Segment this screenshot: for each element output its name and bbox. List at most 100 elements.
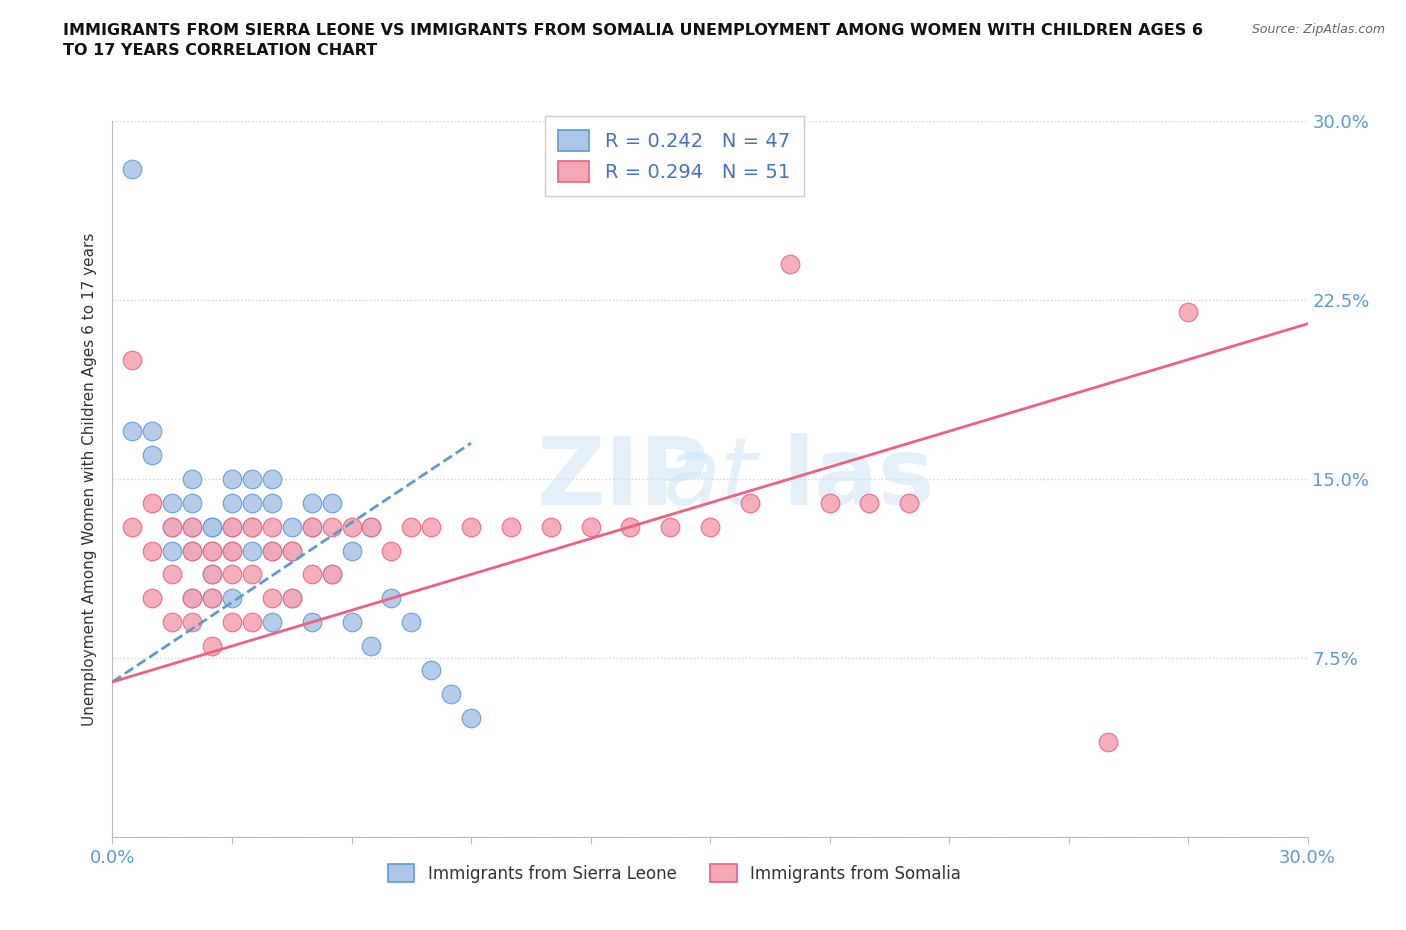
- Y-axis label: Unemployment Among Women with Children Ages 6 to 17 years: Unemployment Among Women with Children A…: [82, 232, 97, 725]
- Point: [121, 161, 143, 176]
- Point: [121, 424, 143, 439]
- Point: [301, 496, 323, 511]
- Point: [201, 591, 224, 605]
- Point: [181, 615, 204, 630]
- Point: [162, 615, 183, 630]
- Point: [579, 519, 602, 534]
- Point: [201, 519, 224, 534]
- Legend: Immigrants from Sierra Leone, Immigrants from Somalia: Immigrants from Sierra Leone, Immigrants…: [381, 857, 967, 889]
- Point: [321, 567, 343, 582]
- Point: [1097, 734, 1119, 749]
- Point: [240, 519, 263, 534]
- Point: [401, 519, 423, 534]
- Point: [141, 543, 163, 558]
- Point: [360, 639, 382, 654]
- Point: [240, 543, 263, 558]
- Point: [201, 567, 224, 582]
- Point: [240, 496, 263, 511]
- Point: [201, 543, 224, 558]
- Point: [260, 543, 283, 558]
- Point: [360, 519, 382, 534]
- Point: [380, 543, 402, 558]
- Point: [181, 496, 204, 511]
- Point: [221, 519, 243, 534]
- Point: [221, 519, 243, 534]
- Point: [321, 519, 343, 534]
- Point: [260, 543, 283, 558]
- Point: [321, 496, 343, 511]
- Point: [818, 496, 841, 511]
- Point: [221, 496, 243, 511]
- Point: [162, 496, 183, 511]
- Point: [221, 591, 243, 605]
- Point: [181, 543, 204, 558]
- Point: [141, 591, 163, 605]
- Point: [181, 472, 204, 486]
- Point: [162, 519, 183, 534]
- Point: [141, 496, 163, 511]
- Point: [181, 519, 204, 534]
- Point: [201, 567, 224, 582]
- Point: [162, 543, 183, 558]
- Point: [380, 591, 402, 605]
- Point: [181, 543, 204, 558]
- Point: [162, 519, 183, 534]
- Text: Source: ZipAtlas.com: Source: ZipAtlas.com: [1251, 23, 1385, 36]
- Point: [281, 543, 304, 558]
- Point: [460, 519, 482, 534]
- Point: [699, 519, 721, 534]
- Point: [260, 496, 283, 511]
- Point: [201, 639, 224, 654]
- Text: las: las: [782, 433, 934, 525]
- Point: [659, 519, 682, 534]
- Point: [260, 519, 283, 534]
- Point: [499, 519, 522, 534]
- Point: [858, 496, 880, 511]
- Point: [260, 591, 283, 605]
- Text: at: at: [662, 433, 758, 525]
- Point: [340, 615, 363, 630]
- Point: [201, 519, 224, 534]
- Point: [401, 615, 423, 630]
- Point: [240, 472, 263, 486]
- Point: [221, 543, 243, 558]
- Point: [221, 472, 243, 486]
- Point: [181, 519, 204, 534]
- Point: [240, 519, 263, 534]
- Point: [201, 591, 224, 605]
- Text: IMMIGRANTS FROM SIERRA LEONE VS IMMIGRANTS FROM SOMALIA UNEMPLOYMENT AMONG WOMEN: IMMIGRANTS FROM SIERRA LEONE VS IMMIGRAN…: [63, 23, 1204, 58]
- Point: [201, 543, 224, 558]
- Point: [281, 591, 304, 605]
- Point: [340, 519, 363, 534]
- Point: [181, 591, 204, 605]
- Point: [420, 519, 443, 534]
- Point: [281, 519, 304, 534]
- Point: [540, 519, 562, 534]
- Point: [260, 472, 283, 486]
- Point: [738, 496, 761, 511]
- Point: [619, 519, 641, 534]
- Point: [1177, 304, 1199, 319]
- Point: [181, 591, 204, 605]
- Point: [301, 519, 323, 534]
- Point: [460, 711, 482, 725]
- Point: [440, 686, 463, 701]
- Point: [340, 543, 363, 558]
- Point: [301, 519, 323, 534]
- Point: [360, 519, 382, 534]
- Point: [301, 567, 323, 582]
- Point: [221, 567, 243, 582]
- Point: [240, 615, 263, 630]
- Point: [141, 447, 163, 462]
- Point: [162, 567, 183, 582]
- Point: [141, 424, 163, 439]
- Point: [221, 543, 243, 558]
- Point: [281, 591, 304, 605]
- Point: [221, 615, 243, 630]
- Text: ZIP: ZIP: [537, 433, 710, 525]
- Point: [121, 352, 143, 367]
- Point: [240, 567, 263, 582]
- Point: [898, 496, 921, 511]
- Point: [420, 662, 443, 677]
- Point: [301, 615, 323, 630]
